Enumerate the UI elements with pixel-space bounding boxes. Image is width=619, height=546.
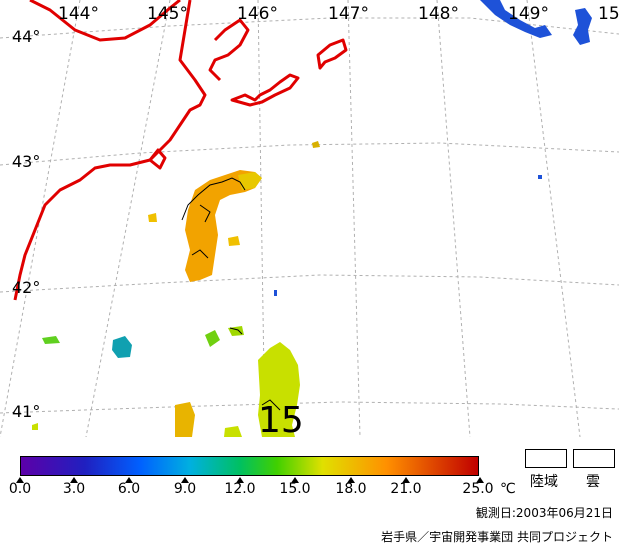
cloud-patch-1 [480, 0, 552, 38]
shiretoko-coast [208, 18, 250, 82]
tick-mark [291, 477, 299, 483]
tick-mark [476, 477, 484, 483]
tick-label: 6.0 [117, 481, 141, 497]
lon-label: 15 [598, 4, 619, 24]
lon-labels: 144° 145° 146° 147° 148° 149° 15 [58, 4, 619, 24]
cape-coast [148, 148, 167, 170]
etorofu-coast [316, 38, 348, 70]
tick-label: 15.0 [279, 481, 311, 497]
tick-mark [347, 477, 355, 483]
contour-line-1 [181, 177, 246, 221]
lat-label: 41° [12, 402, 40, 421]
lon-label: 144° [58, 4, 99, 24]
tick-mark [70, 477, 78, 483]
cloud-swatch [573, 449, 615, 468]
cloud-patch-2 [573, 8, 592, 45]
cloud-patch-4 [274, 290, 277, 296]
hokkaido-coast [13, 0, 207, 301]
lat-line-43 [0, 142, 619, 166]
lon-line-147 [347, 0, 361, 437]
cloud-patches [274, 0, 592, 296]
tick-label: 18.0 [335, 481, 367, 497]
sst-patch-small-3 [228, 236, 240, 246]
tick-mark [236, 477, 244, 483]
sst-patch-north-yellow [238, 172, 262, 190]
lat-label: 43° [12, 152, 40, 171]
lat-label: 44° [12, 27, 40, 46]
lon-line-145 [85, 0, 171, 437]
contour-lines [181, 177, 281, 411]
sst-patch-south-west [175, 402, 195, 437]
tick-mark [16, 477, 24, 483]
cloud-label: 雲 [586, 474, 600, 490]
sst-patch-south-small [224, 426, 242, 437]
tick-mark [181, 477, 189, 483]
temperature-color-bar [20, 456, 479, 476]
lon-line-148 [436, 0, 471, 437]
lon-label: 148° [418, 4, 459, 24]
sst-patch-south-main [258, 342, 300, 437]
tick-mark [125, 477, 133, 483]
sst-patch-small-1 [312, 141, 320, 148]
contour-line-5 [261, 399, 281, 411]
tick-label: 21.0 [390, 481, 422, 497]
contour-value-label: 15 [258, 400, 304, 437]
lon-label: 147° [328, 4, 369, 24]
sst-patch-green-mid2 [228, 326, 244, 336]
lat-line-42 [0, 274, 619, 293]
sst-patch-small-2 [148, 213, 157, 222]
tick-label: 9.0 [173, 481, 197, 497]
contour-line-4 [229, 327, 243, 335]
contour-line-2 [199, 204, 211, 223]
sst-patch-green-mid [205, 330, 220, 347]
lon-line-146 [257, 0, 266, 437]
sst-patch-green-small [42, 336, 60, 344]
observation-date: 観測日:2003年06月21日 [475, 506, 613, 520]
lat-line-44 [0, 17, 619, 39]
land-swatch [525, 449, 567, 468]
coastline [13, 0, 348, 301]
lon-label: 145° [147, 4, 188, 24]
lon-label: 146° [237, 4, 278, 24]
tick-mark [402, 477, 410, 483]
tick-label: 25.0 [462, 481, 494, 497]
sst-patch-south-dot [32, 423, 38, 430]
tick-label: 0.0 [8, 481, 32, 497]
sst-patches [32, 141, 320, 437]
map-canvas: 144° 145° 146° 147° 148° 149° 15 44° 43°… [0, 0, 619, 437]
contour-line-3 [191, 249, 209, 259]
lat-labels: 44° 43° 42° 41° [12, 27, 40, 421]
lat-label: 42° [12, 278, 40, 297]
tick-label: 12.0 [224, 481, 256, 497]
sst-patch-cyan [112, 336, 132, 358]
land-label: 陸域 [530, 474, 558, 490]
kunashir-coast [230, 73, 300, 107]
unit-label: ℃ [500, 481, 516, 497]
graticule [0, 0, 619, 437]
credit-text: 岩手県／宇宙開発事業団 共同プロジェクト [381, 530, 613, 544]
lon-line-149 [526, 0, 581, 437]
tick-label: 3.0 [62, 481, 86, 497]
lon-label: 149° [508, 4, 549, 24]
cloud-patch-3 [538, 175, 542, 179]
